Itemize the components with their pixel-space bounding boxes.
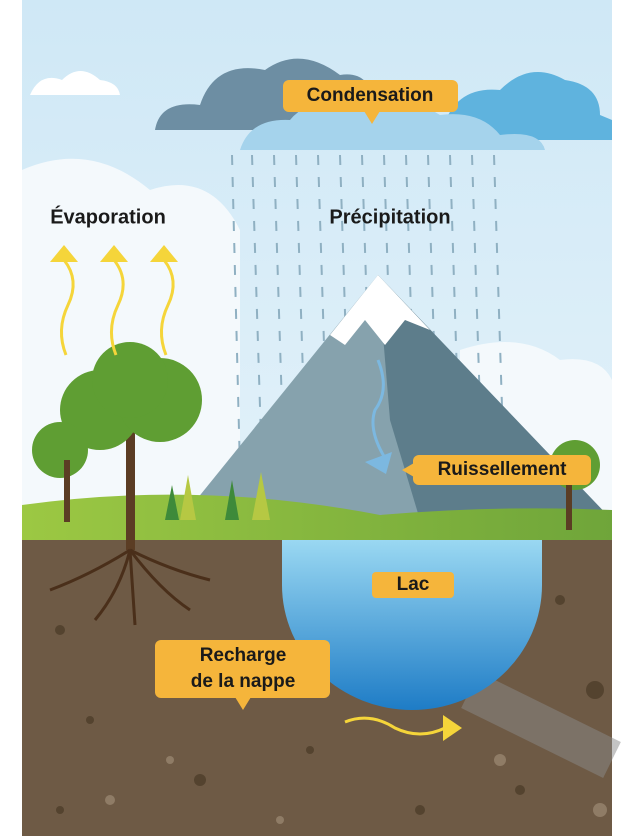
illustration-circle: [56, 806, 64, 814]
illustration-circle: [586, 681, 604, 699]
label-condensation: Condensation: [307, 85, 434, 106]
illustration-circle: [32, 422, 88, 478]
water-cycle: Condensation Évaporation Précipitation R…: [0, 0, 623, 836]
illustration-circle: [86, 716, 94, 724]
label-precipitation: Précipitation: [329, 206, 450, 228]
illustration-circle: [415, 805, 425, 815]
scene: [22, 0, 612, 836]
illustration-circle: [276, 816, 284, 824]
illustration-circle: [515, 785, 525, 795]
illustration-circle: [194, 774, 206, 786]
label-recharge-1: Recharge: [200, 645, 287, 666]
illustration-circle: [105, 795, 115, 805]
label-lake: Lac: [397, 574, 430, 595]
illustration-circle: [166, 756, 174, 764]
illustration-rect: [64, 460, 70, 522]
label-runoff: Ruissellement: [438, 459, 567, 480]
page: {"labels": {"condensation": "Condensatio…: [0, 0, 623, 836]
illustration-circle: [555, 595, 565, 605]
illustration-rect: [566, 480, 572, 530]
illustration-circle: [593, 803, 607, 817]
illustration-circle: [306, 746, 314, 754]
label-recharge-2: de la nappe: [191, 671, 296, 692]
body: Condensation Évaporation Précipitation R…: [0, 0, 623, 836]
label-evaporation: Évaporation: [50, 205, 166, 228]
illustration-circle: [92, 342, 168, 418]
illustration-circle: [55, 625, 65, 635]
illustration-circle: [494, 754, 506, 766]
